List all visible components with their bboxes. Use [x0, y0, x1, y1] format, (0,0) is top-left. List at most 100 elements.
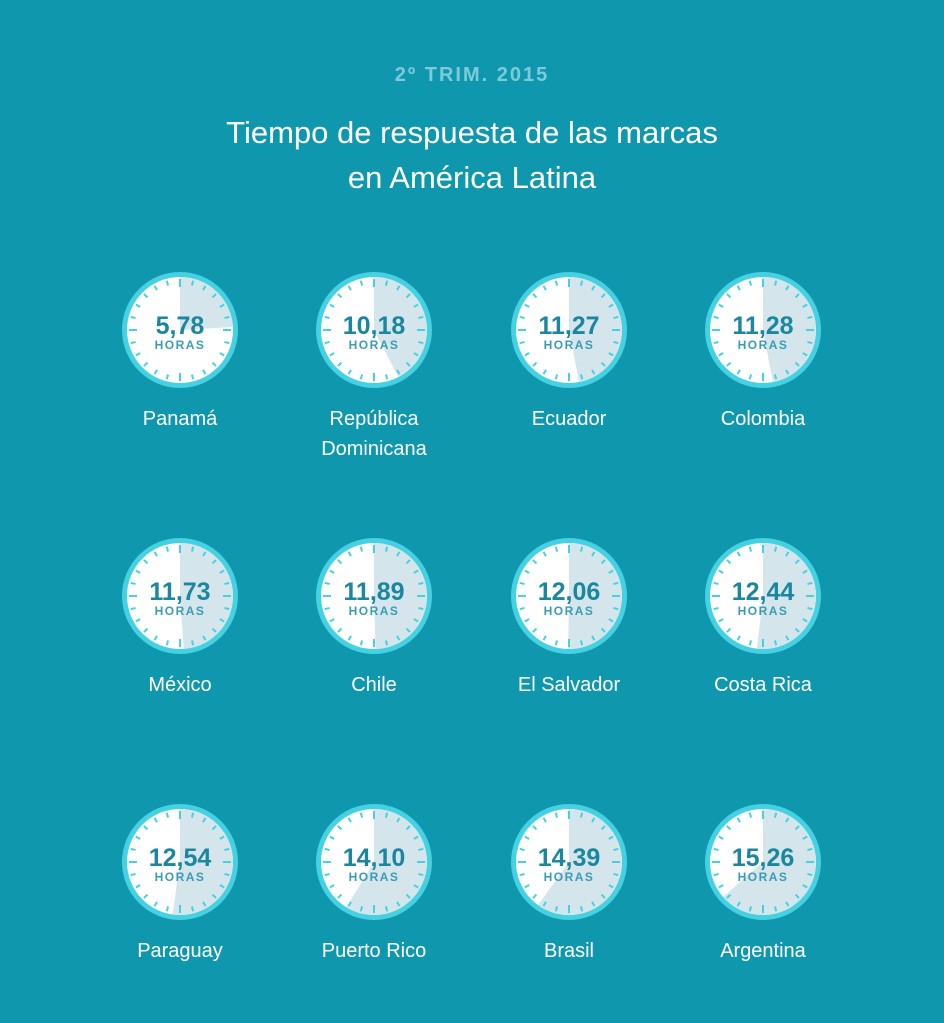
clock-tick: [135, 618, 141, 623]
clock-tick: [384, 374, 389, 380]
clock-tick: [613, 872, 619, 877]
clock-tick: [600, 893, 606, 899]
clock-tick: [807, 581, 813, 586]
clock-tick: [748, 374, 753, 380]
clock-tick: [347, 901, 352, 907]
clock-tick: [524, 835, 530, 840]
clock-value: 11,27: [538, 312, 599, 340]
clock-item: 5,78 HORAS Panamá: [85, 270, 275, 434]
clock-item: 14,39 HORAS Brasil: [474, 802, 664, 966]
clock-tick: [542, 369, 547, 375]
clock-tick: [713, 340, 719, 345]
clock-tick: [794, 559, 800, 565]
clock-fill: [172, 809, 233, 915]
clock-tick: [384, 546, 389, 552]
clock-tick: [153, 635, 158, 641]
clock-tick: [224, 606, 230, 611]
clock-tick: [413, 618, 419, 623]
clock-item: 14,10 HORAS Puerto Rico: [279, 802, 469, 966]
clock-tick: [143, 559, 149, 565]
clock-tick: [130, 872, 136, 877]
clock-tick: [726, 293, 732, 299]
clock-tick: [794, 825, 800, 831]
clock-tick: [324, 606, 330, 611]
clock-unit: HORAS: [738, 870, 789, 884]
clock-unit: HORAS: [544, 338, 595, 352]
clock-tick: [524, 352, 530, 357]
clock-tick: [384, 640, 389, 646]
clock-tick: [591, 551, 596, 557]
clock-tick: [524, 303, 530, 308]
clock-tick: [726, 559, 732, 565]
clock-tick: [405, 559, 411, 565]
country-label: Costa Rica: [714, 674, 812, 696]
clock-item: 11,28 HORAS Colombia: [668, 270, 858, 434]
clock-item: 12,06 HORAS El Salvador: [474, 536, 664, 700]
country-label: El Salvador: [517, 674, 621, 696]
clock-tick: [224, 315, 230, 320]
clock-tick: [713, 847, 719, 852]
clock-tick: [713, 872, 719, 877]
clock-tick: [785, 635, 790, 641]
clock-tick: [773, 640, 778, 646]
clock-item: 15,26 HORAS Argentina: [668, 802, 858, 966]
clock-tick: [211, 293, 217, 299]
chart-title: Tiempo de respuesta de las marcas en Amé…: [0, 110, 944, 200]
clock-tick: [802, 569, 808, 574]
clock-tick: [532, 361, 538, 367]
clock-tick: [807, 315, 813, 320]
clock-tick: [613, 581, 619, 586]
clock-tick: [324, 315, 330, 320]
clock-tick: [748, 812, 753, 818]
clock-tick: [337, 361, 343, 367]
clock-tick: [396, 901, 401, 907]
clock-tick: [413, 303, 419, 308]
clock-unit: HORAS: [544, 604, 595, 618]
clock-tick: [579, 640, 584, 646]
subtitle: 2º TRIM. 2015: [394, 64, 550, 86]
clock-tick: [219, 303, 225, 308]
clock-tick: [554, 546, 559, 552]
clock-tick: [219, 618, 225, 623]
clock-value: 11,89: [343, 578, 404, 606]
clock-tick: [591, 369, 596, 375]
clock-tick: [579, 546, 584, 552]
clock-tick: [347, 285, 352, 291]
clock-tick: [519, 581, 525, 586]
clock-tick: [405, 893, 411, 899]
clock-value: 11,73: [149, 578, 210, 606]
clock-tick: [713, 581, 719, 586]
clock-tick: [143, 893, 149, 899]
clock-tick: [359, 280, 364, 286]
clock-tick: [718, 569, 724, 574]
clock-tick: [165, 640, 170, 646]
clock-tick: [413, 835, 419, 840]
clock-tick: [802, 884, 808, 889]
clock-tick: [143, 361, 149, 367]
clock-tick: [773, 280, 778, 286]
clock-tick: [143, 293, 149, 299]
clock-tick: [384, 906, 389, 912]
clock-tick: [748, 906, 753, 912]
clock-tick: [794, 893, 800, 899]
clock-value: 14,10: [343, 844, 406, 872]
clock-tick: [532, 293, 538, 299]
clock-tick: [202, 901, 207, 907]
clock-tick: [153, 285, 158, 291]
clock-tick: [726, 627, 732, 633]
clock-tick: [143, 825, 149, 831]
clock-tick: [600, 627, 606, 633]
clock-tick: [736, 369, 741, 375]
clock-tick: [785, 285, 790, 291]
clock-fill: [374, 543, 428, 649]
clock-tick: [359, 546, 364, 552]
clock-tick: [736, 817, 741, 823]
clock-tick: [613, 315, 619, 320]
clock-tick: [418, 872, 424, 877]
clock-tick: [519, 340, 525, 345]
clock-tick: [600, 293, 606, 299]
